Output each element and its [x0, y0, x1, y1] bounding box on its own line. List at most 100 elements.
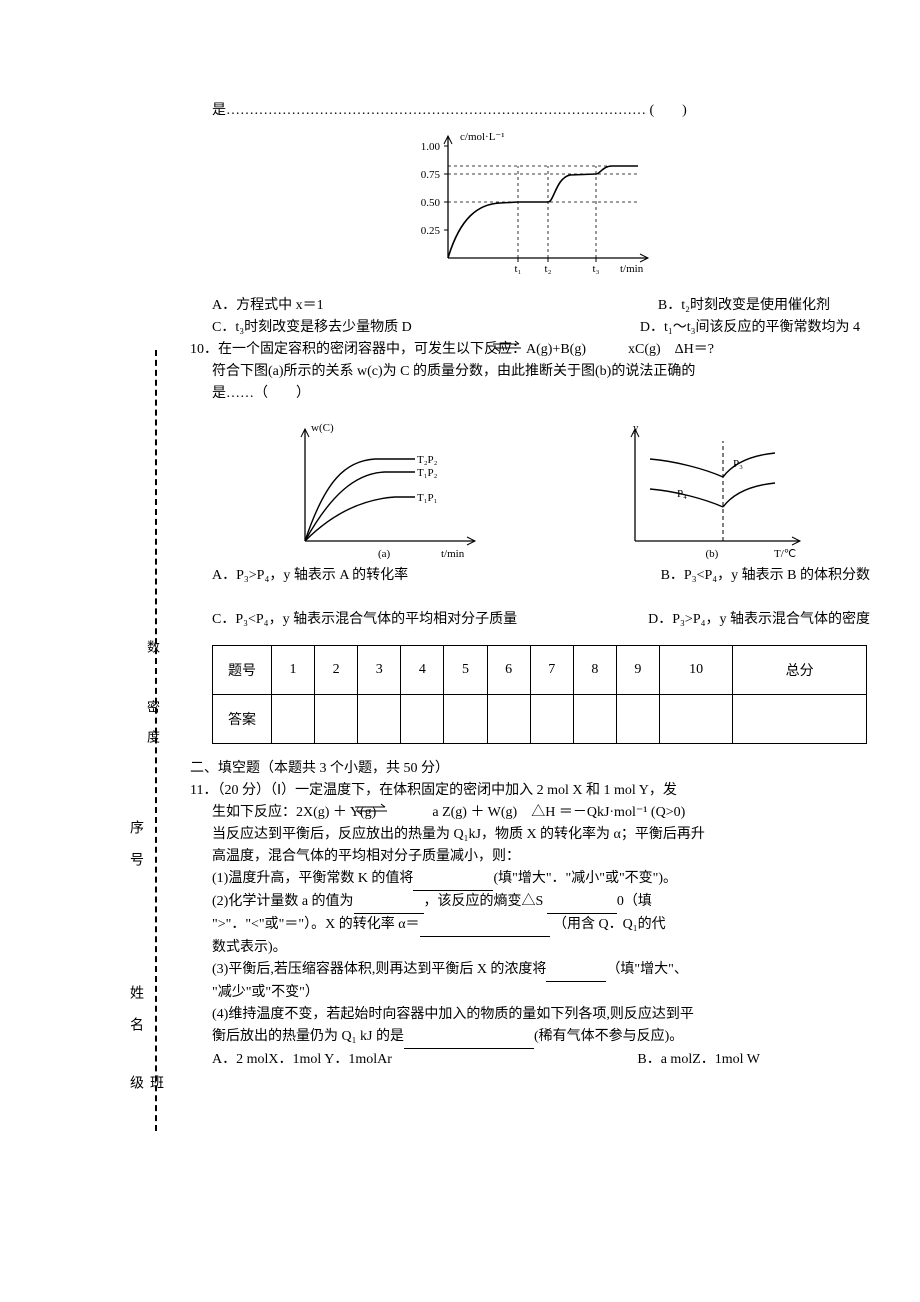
table-header-num: 7: [530, 646, 573, 695]
q11-oB: B．a molZ．1mol W: [637, 1049, 870, 1071]
svg-text:(a): (a): [378, 548, 391, 560]
table-header-num: 总分: [733, 646, 867, 695]
side-label-class: 班级: [125, 1075, 165, 1131]
q10-l2: 符合下图(a)所示的关系 w(c)为 C 的质量分数，由此推断关于图(b)的说法…: [190, 361, 870, 383]
side-inner-shu: 数: [143, 640, 162, 661]
table-cell-blank: [659, 695, 732, 744]
svg-text:T/℃: T/℃: [774, 548, 796, 560]
table-header-num: 8: [573, 646, 616, 695]
table-cell-blank: [358, 695, 401, 744]
table-cell-blank: [444, 695, 487, 744]
table-header-num: 4: [401, 646, 444, 695]
blank: [547, 891, 617, 914]
q10-optC: C．P₃<P₄，y 轴表示混合气体的平均相对分子质量: [212, 609, 517, 631]
q10-figs: T₂P₂T₁P₂T₁P₁w(C)t/min(a) P₃P₄yT/℃(b): [220, 411, 870, 561]
q11-l2-text: 生如下反应：2X(g) ＋ Y(g) a Z(g) ＋ W(g) △H ＝－Qk…: [212, 805, 685, 820]
q11-p3-l2: "减少"或"不变"）: [190, 982, 870, 1004]
svg-text:t/min: t/min: [441, 548, 465, 560]
q11-l4: 高温度，混合气体的平均相对分子质量减小，则：: [190, 846, 870, 868]
q9-optC: C．t₃时刻改变是移去少量物质 D: [212, 317, 412, 339]
q10-num: 10．: [190, 342, 218, 357]
table-cell-blank: [401, 695, 444, 744]
q11-l2: 生如下反应：2X(g) ＋ Y(g) a Z(g) ＋ W(g) △H ＝－Qk…: [190, 802, 870, 824]
blank: [354, 891, 424, 914]
side-inner-feng: 度: [143, 730, 162, 751]
table-cell-blank: [272, 695, 315, 744]
q11-p2e: （用含 Q．Q₁的代: [553, 917, 666, 932]
q11-line1: 11．（20 分）（Ⅰ）一定温度下，在体积固定的密闭中加入 2 mol X 和 …: [190, 780, 870, 802]
q9-options-row2: C．t₃时刻改变是移去少量物质 D D．t₁～t₃间该反应的平衡常数均为 4: [190, 317, 870, 339]
svg-text:1.00: 1.00: [421, 141, 441, 153]
q11-p4-opts: A．2 molX．1mol Y．1molAr B．a molZ．1mol W: [190, 1049, 870, 1071]
q11-l1: （20 分）（Ⅰ）一定温度下，在体积固定的密闭中加入 2 mol X 和 1 m…: [217, 783, 676, 798]
q11-p1b: (填"增大"．"减小"或"不变")。: [493, 871, 677, 886]
q9-optB: B．t₂时刻改变是使用催化剂: [658, 295, 870, 317]
table-cell-blank: [315, 695, 358, 744]
q10-l3: 是……（ ）: [190, 383, 870, 405]
answer-table: 题号12345678910总分 答案: [212, 645, 867, 744]
q11-p4c: (稀有气体不参与反应)。: [534, 1029, 683, 1044]
section2-title: 二、填空题（本题共 3 个小题，共 50 分）: [190, 758, 870, 780]
side-label-name: 姓名: [125, 985, 145, 1049]
q11-p4-l1: (4)维持温度不变，若起始时向容器中加入的物质的量如下列各项,则反应达到平: [190, 1004, 870, 1026]
q10-opts-row2: C．P₃<P₄，y 轴表示混合气体的平均相对分子质量 D．P₃>P₄，y 轴表示…: [190, 609, 870, 631]
q11-p2d: ">"．"<"或"＝"）。X 的转化率 α＝: [212, 917, 420, 932]
blank: [404, 1026, 534, 1049]
q11-l3: 当反应达到平衡后，反应放出的热量为 Q₁kJ，物质 X 的转化率为 α；平衡后再…: [190, 824, 870, 846]
svg-text:t₃: t₃: [593, 263, 600, 275]
equilibrium-arrows-icon: [351, 802, 391, 816]
table-header-num: 3: [358, 646, 401, 695]
table-row-label: 答案: [213, 695, 272, 744]
q9-chart: 0.250.500.751.00t₁t₂t₃c/mol·L⁻¹t/min: [190, 126, 870, 291]
blank: [413, 868, 493, 891]
svg-text:T₁P₂: T₁P₂: [417, 467, 438, 479]
table-header-label: 题号: [213, 646, 272, 695]
table-header-num: 1: [272, 646, 315, 695]
svg-text:T₁P₁: T₁P₁: [417, 492, 438, 504]
table-header-num: 6: [487, 646, 530, 695]
table-header-num: 10: [659, 646, 732, 695]
q10-line1: 10．在一个固定容积的密闭容器中，可发生以下反应：A(g)+B(g) xC(g)…: [190, 339, 870, 361]
svg-text:w(C): w(C): [311, 422, 334, 434]
svg-text:0.25: 0.25: [421, 225, 441, 237]
table-header-num: 5: [444, 646, 487, 695]
svg-text:t/min: t/min: [620, 263, 644, 275]
svg-text:0.50: 0.50: [421, 197, 441, 209]
svg-text:t₂: t₂: [545, 263, 552, 275]
q11-p2-l1: (2)化学计量数 a 的值为 ，该反应的熵变△S 0（填: [190, 891, 870, 914]
q11-p1a: (1)温度升高，平衡常数 K 的值将: [212, 871, 413, 886]
table-cell-blank: [487, 695, 530, 744]
blank: [546, 959, 606, 982]
table-cell-blank: [733, 695, 867, 744]
svg-text:T₂P₂: T₂P₂: [417, 454, 438, 466]
q11-p2a: (2)化学计量数 a 的值为: [212, 894, 354, 909]
q9-options-row1: A．方程式中 x＝1 B．t₂时刻改变是使用催化剂: [190, 295, 870, 317]
q10-optB: B．P₃<P₄，y 轴表示 B 的体积分数: [661, 565, 870, 587]
q11-p1: (1)温度升高，平衡常数 K 的值将 (填"增大"．"减小"或"不变")。: [190, 868, 870, 891]
q10-optA: A．P₃>P₄，y 轴表示 A 的转化率: [212, 565, 408, 587]
svg-text:(b): (b): [706, 548, 719, 560]
q11-p4b: 衡后放出的热量仍为 Q₁ kJ 的是: [212, 1029, 404, 1044]
q9-optA: A．方程式中 x＝1: [212, 295, 324, 317]
svg-text:t₁: t₁: [515, 263, 522, 275]
q9-optD: D．t₁～t₃间该反应的平衡常数均为 4: [640, 317, 870, 339]
svg-text:P₄: P₄: [677, 488, 687, 500]
table-header-num: 9: [616, 646, 659, 695]
q10-optD: D．P₃>P₄，y 轴表示混合气体的密度: [648, 609, 870, 631]
q11-oA: A．2 molX．1mol Y．1molAr: [212, 1049, 392, 1071]
q10-chart-b: P₃P₄yT/℃(b): [605, 411, 815, 561]
table-cell-blank: [530, 695, 573, 744]
table-cell-blank: [573, 695, 616, 744]
q11-p2b: ，该反应的熵变△S: [424, 894, 544, 909]
q11-p2-l3: 数式表示)。: [190, 937, 870, 959]
q10-chart-a: T₂P₂T₁P₂ T₁P₁ w(C) t/min (a): [275, 411, 495, 561]
table-header-num: 2: [315, 646, 358, 695]
q11-p3b: （填"增大"、: [606, 962, 687, 977]
q10-opts-row1: A．P₃>P₄，y 轴表示 A 的转化率 B．P₃<P₄，y 轴表示 B 的体积…: [190, 565, 870, 587]
q11-p3a: (3)平衡后,若压缩容器体积,则再达到平衡后 X 的浓度将: [212, 962, 546, 977]
q11-p4-l2: 衡后放出的热量仍为 Q₁ kJ 的是 (稀有气体不参与反应)。: [190, 1026, 870, 1049]
blank: [420, 914, 550, 937]
q11-num: 11．: [190, 783, 217, 798]
svg-text:0.75: 0.75: [421, 169, 441, 181]
svg-text:y: y: [633, 422, 639, 434]
